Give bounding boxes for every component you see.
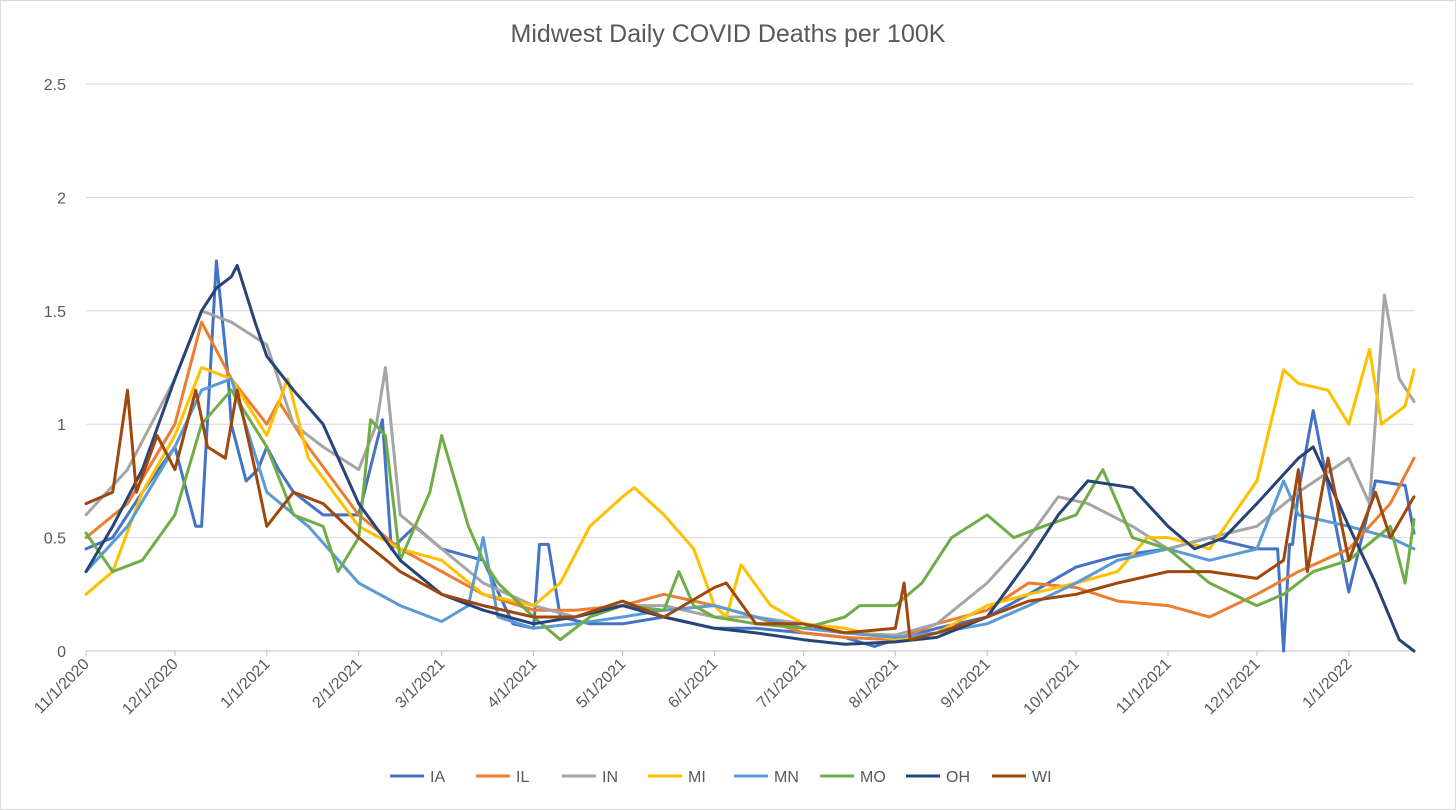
x-tick-label: 11/1/2021 xyxy=(1113,656,1175,718)
series-line-mo xyxy=(84,388,1416,642)
legend-label-il: IL xyxy=(516,769,529,786)
y-tick-label: 2.5 xyxy=(44,77,66,94)
x-tick-label: 8/1/2021 xyxy=(846,656,902,712)
legend-label-mn: MN xyxy=(774,769,799,786)
y-tick-label: 0.5 xyxy=(44,531,66,548)
x-tick-label: 2/1/2021 xyxy=(309,656,365,712)
series-line-oh xyxy=(84,263,1416,653)
x-tick-label: 1/1/2021 xyxy=(218,656,274,712)
legend-label-mo: MO xyxy=(860,769,886,786)
x-tick-label: 4/1/2021 xyxy=(484,656,540,712)
x-tick-label: 1/1/2022 xyxy=(1300,656,1356,712)
x-tick-label: 6/1/2021 xyxy=(665,656,721,712)
y-tick-label: 2 xyxy=(57,190,66,207)
x-tick-label: 7/1/2021 xyxy=(754,656,810,712)
series-line-in xyxy=(84,293,1416,637)
series-line-mn xyxy=(84,377,1416,639)
legend-label-wi: WI xyxy=(1032,769,1052,786)
x-tick-label: 12/1/2020 xyxy=(119,656,181,718)
series-line-ia xyxy=(84,259,1416,653)
y-tick-label: 1 xyxy=(57,417,66,434)
legend-label-mi: MI xyxy=(688,769,706,786)
legend-label-in: IN xyxy=(602,769,618,786)
y-tick-label: 1.5 xyxy=(44,304,66,321)
x-tick-label: 10/1/2021 xyxy=(1021,656,1083,718)
chart-title: Midwest Daily COVID Deaths per 100K xyxy=(510,20,946,48)
x-tick-label: 9/1/2021 xyxy=(938,656,994,712)
series-line-wi xyxy=(84,388,1416,642)
legend-label-oh: OH xyxy=(946,769,970,786)
y-tick-label: 0 xyxy=(57,644,66,661)
legend-label-ia: IA xyxy=(430,769,445,786)
x-tick-label: 11/1/2020 xyxy=(31,656,93,718)
x-tick-label: 3/1/2021 xyxy=(392,656,448,712)
x-tick-label: 12/1/2021 xyxy=(1201,656,1263,718)
x-tick-label: 5/1/2021 xyxy=(573,656,629,712)
